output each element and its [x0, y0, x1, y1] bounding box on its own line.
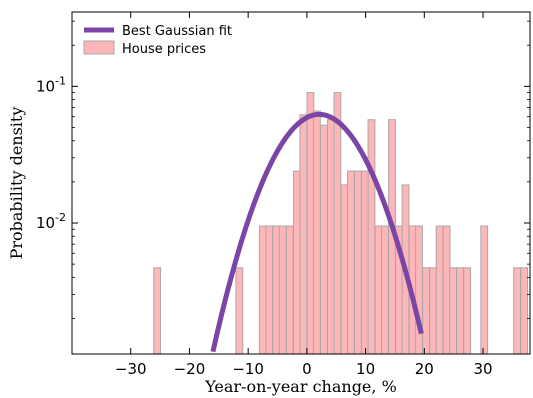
legend: Best Gaussian fit House prices: [83, 24, 232, 57]
histogram-bar: [374, 225, 383, 355]
histogram-bar: [415, 225, 423, 355]
histogram-bar: [442, 225, 451, 355]
histogram-bar: [429, 267, 438, 355]
histogram-bar: [258, 225, 267, 355]
x-tick-label: −10: [232, 360, 264, 378]
x-tick-label: 10: [356, 360, 375, 378]
histogram-bar: [306, 92, 315, 355]
x-tick-label: 20: [415, 360, 434, 378]
histogram-bar: [456, 267, 465, 355]
histogram-bar: [381, 225, 389, 355]
histogram-bar: [354, 170, 362, 355]
histogram-bar: [278, 225, 287, 355]
histogram-bar: [367, 119, 376, 355]
gaussian-fit-line: [210, 111, 424, 353]
gaussian-curve-layer: [210, 111, 424, 353]
histogram-bar: [235, 267, 244, 355]
histogram-bar: [463, 267, 472, 355]
histogram-bar: [319, 124, 328, 355]
histogram-bar: [449, 267, 457, 355]
x-tick-label: −30: [115, 360, 147, 378]
axis-ticks: −30 −20 −10 0 10 20 30 10-2 10-1: [36, 12, 530, 378]
histogram-bar: [299, 114, 308, 355]
histogram-bar: [285, 225, 294, 355]
histogram-bar: [340, 184, 349, 355]
histogram-bar: [312, 110, 321, 355]
histogram-bar: [347, 170, 355, 355]
x-tick-label: 0: [302, 360, 312, 378]
histogram-bar: [435, 225, 444, 355]
histogram-bar: [333, 92, 342, 355]
histogram-bar: [327, 119, 335, 355]
x-tick-label: 30: [473, 360, 492, 378]
histogram-bar: [265, 225, 274, 355]
legend-label-best-gaussian-fit: Best Gaussian fit: [122, 24, 232, 39]
y-axis-label: Probability density: [7, 107, 26, 260]
y-tick-label: 10-1: [36, 74, 66, 95]
histogram-bar: [520, 267, 529, 355]
y-tick-label: 10-2: [36, 211, 66, 232]
histogram-bar: [422, 267, 430, 355]
x-axis-label: Year-on-year change, %: [204, 377, 397, 396]
histogram-bar: [480, 225, 489, 355]
histogram-bar: [292, 170, 301, 355]
plot-frame: [71, 11, 531, 355]
histogram-bar: [153, 267, 162, 355]
legend-label-house-prices: House prices: [122, 42, 206, 57]
x-tick-label: −20: [174, 360, 206, 378]
legend-swatch-house-prices: [83, 40, 115, 55]
histogram-bar: [513, 267, 521, 355]
histogram-bar: [361, 170, 369, 355]
histogram-bar: [272, 225, 281, 355]
